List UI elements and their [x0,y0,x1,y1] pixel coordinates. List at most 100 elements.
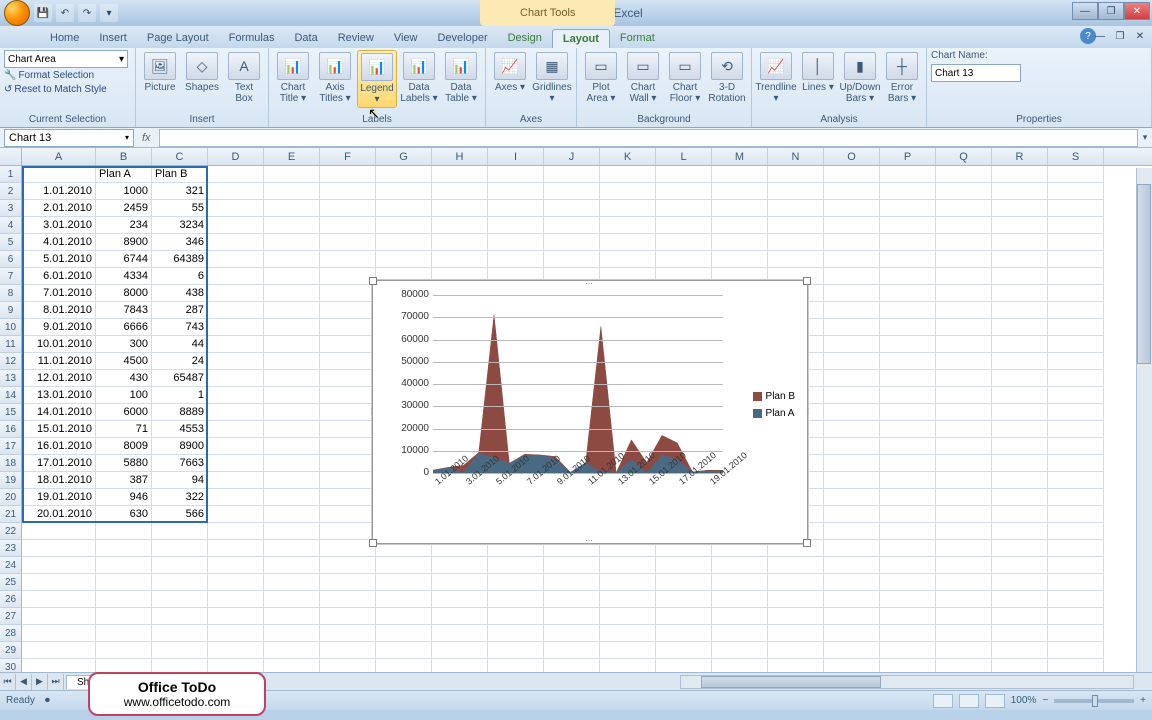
cell[interactable] [544,251,600,268]
cell[interactable] [264,404,320,421]
cell[interactable] [712,200,768,217]
qat-save-icon[interactable]: 💾 [34,4,52,22]
cell[interactable]: 12.01.2010 [22,370,96,387]
cell[interactable]: 2.01.2010 [22,200,96,217]
zoom-slider[interactable] [1054,699,1134,703]
cell[interactable]: 430 [96,370,152,387]
cell[interactable] [712,234,768,251]
cell[interactable] [320,455,376,472]
cell[interactable]: 300 [96,336,152,353]
cell[interactable] [320,353,376,370]
cell[interactable] [432,642,488,659]
cell[interactable] [656,166,712,183]
cell[interactable]: 7.01.2010 [22,285,96,302]
cell[interactable] [320,234,376,251]
cell[interactable] [208,285,264,302]
cell[interactable] [824,506,880,523]
formula-input[interactable] [159,129,1138,147]
cell[interactable]: Plan B [152,166,208,183]
cell[interactable] [824,591,880,608]
cell[interactable] [1048,574,1104,591]
cell[interactable]: 16.01.2010 [22,438,96,455]
textbox-button[interactable]: AText Box [224,50,264,106]
cell[interactable] [1048,523,1104,540]
cell[interactable] [264,489,320,506]
cell[interactable] [376,200,432,217]
chart-floor-button[interactable]: ▭Chart Floor ▾ [665,50,705,106]
cell[interactable] [208,608,264,625]
cell[interactable] [320,200,376,217]
cell[interactable] [824,574,880,591]
cell[interactable] [936,489,992,506]
zoom-out-icon[interactable]: − [1042,695,1048,706]
row-header[interactable]: 14 [0,387,22,404]
cell[interactable] [208,421,264,438]
column-header[interactable]: Q [936,148,992,165]
cell[interactable] [22,659,96,672]
cell[interactable] [880,523,936,540]
cell[interactable] [376,574,432,591]
cell[interactable] [824,217,880,234]
cell[interactable] [432,217,488,234]
row-header[interactable]: 16 [0,421,22,438]
cell[interactable] [152,540,208,557]
cell[interactable] [656,591,712,608]
cell[interactable]: 64389 [152,251,208,268]
cell[interactable] [208,302,264,319]
cell[interactable] [152,625,208,642]
cell[interactable] [1048,217,1104,234]
sheet-nav-first[interactable]: ⏮ [0,674,16,690]
cell[interactable] [936,421,992,438]
cell[interactable] [992,591,1048,608]
tab-home[interactable]: Home [40,29,89,48]
cell[interactable] [264,336,320,353]
cell[interactable] [264,557,320,574]
cell[interactable] [264,217,320,234]
cell[interactable]: 6.01.2010 [22,268,96,285]
cell[interactable] [992,200,1048,217]
cell[interactable] [208,574,264,591]
cell[interactable] [824,251,880,268]
cell[interactable] [264,200,320,217]
cell[interactable] [1048,268,1104,285]
cell[interactable] [768,591,824,608]
cell[interactable] [992,336,1048,353]
cell[interactable] [600,625,656,642]
cell[interactable] [488,574,544,591]
cell[interactable] [824,404,880,421]
cell[interactable] [992,557,1048,574]
cell[interactable] [208,642,264,659]
cell[interactable] [992,608,1048,625]
chart-legend[interactable]: Plan BPlan A [753,391,795,425]
mdi-close-icon[interactable]: ✕ [1132,28,1148,44]
cell[interactable] [1048,336,1104,353]
column-header[interactable]: L [656,148,712,165]
cell[interactable] [264,183,320,200]
cell[interactable] [432,166,488,183]
cell[interactable] [600,200,656,217]
cell[interactable] [544,166,600,183]
cell[interactable]: 24 [152,353,208,370]
cell[interactable] [488,251,544,268]
cell[interactable]: 18.01.2010 [22,472,96,489]
cell[interactable] [656,659,712,672]
column-header[interactable]: B [96,148,152,165]
cell[interactable] [208,234,264,251]
cell[interactable]: 4500 [96,353,152,370]
updown-bars-button[interactable]: ▮Up/Down Bars ▾ [840,50,880,106]
cell[interactable] [488,659,544,672]
cell[interactable] [208,489,264,506]
column-header[interactable]: A [22,148,96,165]
row-header[interactable]: 21 [0,506,22,523]
cell[interactable] [880,489,936,506]
cell[interactable] [936,455,992,472]
cell[interactable]: 6744 [96,251,152,268]
row-header[interactable]: 10 [0,319,22,336]
cell[interactable] [264,625,320,642]
cell[interactable] [264,472,320,489]
cell[interactable] [656,642,712,659]
cell[interactable] [656,251,712,268]
cell[interactable] [152,591,208,608]
cell[interactable] [824,370,880,387]
cell[interactable] [208,472,264,489]
